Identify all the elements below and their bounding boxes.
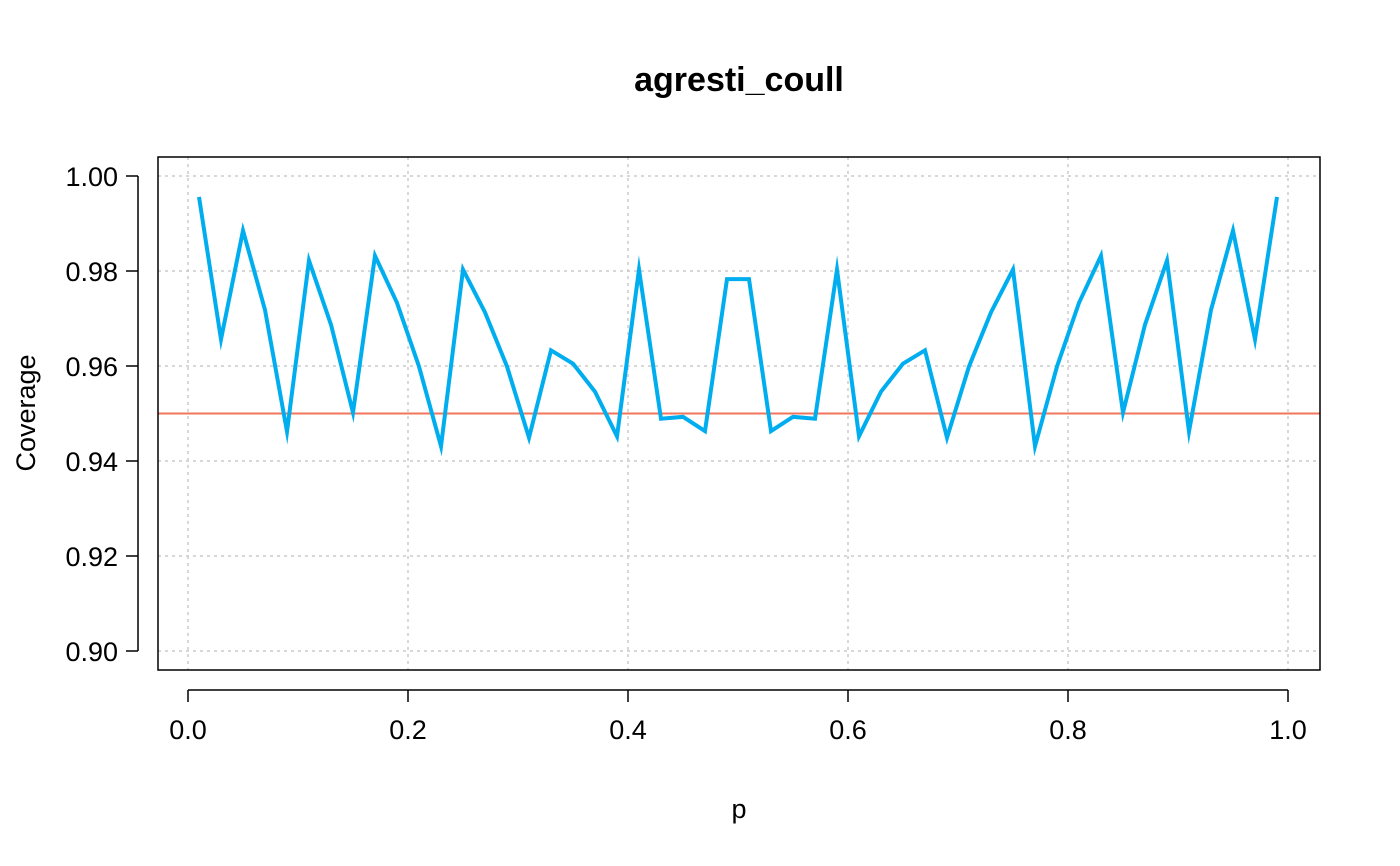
y-axis-label: Coverage — [11, 354, 41, 471]
x-tick-label: 0.8 — [1049, 715, 1087, 745]
series-group — [197, 196, 1279, 457]
y-tick-label: 0.98 — [65, 257, 118, 287]
y-axis: 0.90 0.92 0.94 0.96 0.98 1.00 — [65, 162, 139, 667]
y-tick-label: 0.92 — [65, 542, 118, 572]
x-tick-label: 0.4 — [609, 715, 647, 745]
x-axis-label: p — [731, 794, 746, 824]
y-tick-label: 0.94 — [65, 447, 118, 477]
grid-lines — [158, 157, 1320, 670]
y-tick-label: 0.96 — [65, 352, 118, 382]
x-tick-label: 1.0 — [1269, 715, 1307, 745]
plot-border — [157, 156, 1321, 671]
y-tick-label: 1.00 — [65, 162, 118, 192]
chart-title: agresti_coull — [634, 61, 844, 99]
x-tick-label: 0.6 — [829, 715, 867, 745]
series-line — [197, 196, 1279, 457]
x-axis: 0.0 0.2 0.4 0.6 0.8 1.0 — [169, 689, 1307, 745]
y-tick-label: 0.90 — [65, 637, 118, 667]
x-tick-label: 0.2 — [389, 715, 427, 745]
x-tick-label: 0.0 — [169, 715, 207, 745]
